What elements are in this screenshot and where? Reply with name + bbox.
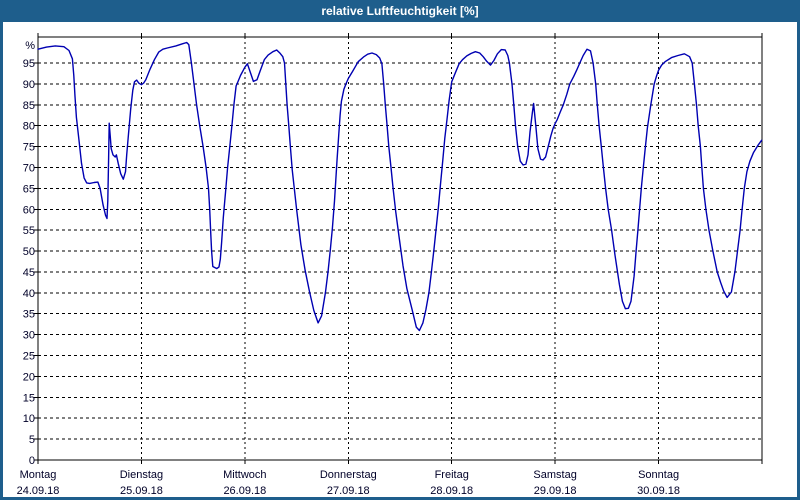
x-axis-date-label: 29.09.18 (534, 485, 577, 497)
svg-text:60: 60 (23, 204, 35, 216)
svg-text:70: 70 (23, 162, 35, 174)
svg-text:0: 0 (29, 455, 35, 467)
svg-text:30: 30 (23, 330, 35, 342)
svg-text:50: 50 (23, 246, 35, 258)
svg-text:45: 45 (23, 267, 35, 279)
svg-text:85: 85 (23, 100, 35, 112)
x-axis-day-label: Donnerstag (320, 469, 377, 481)
svg-text:65: 65 (23, 183, 35, 195)
svg-text:%: % (25, 40, 35, 52)
window-title: relative Luftfeuchtigkeit [%] (321, 4, 479, 18)
svg-text:40: 40 (23, 288, 35, 300)
x-axis-day-label: Dienstag (120, 469, 163, 481)
svg-text:80: 80 (23, 121, 35, 133)
svg-text:35: 35 (23, 309, 35, 321)
svg-text:5: 5 (29, 434, 35, 446)
x-axis-day-label: Samstag (533, 469, 576, 481)
x-axis-date-label: 26.09.18 (223, 485, 266, 497)
svg-text:75: 75 (23, 142, 35, 154)
x-axis-date-label: 28.09.18 (430, 485, 473, 497)
svg-text:90: 90 (23, 79, 35, 91)
humidity-curve (37, 41, 763, 332)
x-axis-date-label: 25.09.18 (120, 485, 163, 497)
x-axis-day-label: Montag (20, 469, 57, 481)
svg-text:10: 10 (23, 413, 35, 425)
title-bar[interactable]: relative Luftfeuchtigkeit [%] (0, 0, 800, 22)
x-axis-date-label: 30.09.18 (637, 485, 680, 497)
svg-text:20: 20 (23, 371, 35, 383)
svg-text:55: 55 (23, 225, 35, 237)
svg-text:95: 95 (23, 58, 35, 70)
svg-text:25: 25 (23, 351, 35, 363)
x-axis-date-label: 27.09.18 (327, 485, 370, 497)
x-axis-day-label: Mittwoch (223, 469, 266, 481)
svg-text:15: 15 (23, 392, 35, 404)
x-axis-date-label: 24.09.18 (17, 485, 60, 497)
x-axis-day-label: Freitag (435, 469, 469, 481)
x-axis-day-label: Sonntag (638, 469, 679, 481)
